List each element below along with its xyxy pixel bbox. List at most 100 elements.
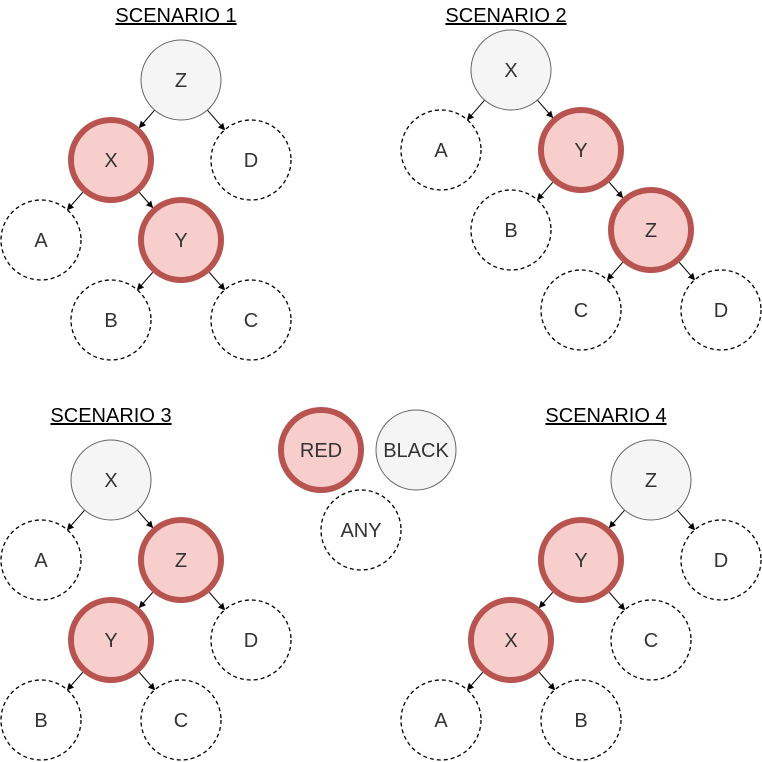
scenario-3-node-z-circle [138, 517, 224, 603]
scenario-2-node-y: Y [538, 107, 624, 193]
legend-red-node [278, 407, 364, 493]
scenario-1-node-d-circle [210, 119, 292, 201]
scenario-1-edge-y-b [136, 272, 154, 291]
scenario-3-node-b-circle [0, 679, 82, 761]
scenario-1-edge-y-c [208, 272, 226, 291]
scenario-2-edge-x-y [536, 99, 554, 119]
scenario-4-node-c: C [610, 599, 692, 681]
scenario-3-node-x-label: X [104, 470, 117, 492]
scenario-3-edge-y-c [138, 672, 156, 691]
scenario-1-node-x: X [68, 117, 154, 203]
scenario-2-node-d-circle [680, 269, 762, 351]
scenario-4-edge-z-d [676, 509, 696, 531]
scenario-2-node-a-label: A [434, 140, 448, 162]
scenario-4-edge-z-y [608, 509, 626, 529]
scenario-3-node-z: Z [138, 517, 224, 603]
scenario-1-node-y: Y [138, 197, 224, 283]
scenario-3-edge-z-y [138, 592, 154, 609]
scenario-3-node-x: X [70, 439, 152, 521]
scenario-3-node-b: B [0, 679, 82, 761]
legend: RED BLACK ANY [278, 407, 457, 571]
scenario-4-node-d: D [680, 519, 762, 601]
scenario-1-node-z-circle [140, 39, 222, 121]
scenario-1-node-x-label: X [104, 150, 117, 172]
legend-red: RED [278, 407, 364, 493]
scenario-2-edge-x-a [466, 99, 486, 121]
scenario-3-node-c: C [140, 679, 222, 761]
legend-any-label: ANY [340, 520, 381, 542]
scenario-1-edge-z-d [206, 109, 226, 131]
scenario-4-node-d-label: D [714, 550, 728, 572]
scenario-1-node-c-circle [210, 279, 292, 361]
scenario-1-node-y-circle [138, 197, 224, 283]
scenario-3-edge-x-z [136, 509, 154, 529]
scenario-2-node-z-circle [608, 187, 694, 273]
scenario-1-node-x-circle [68, 117, 154, 203]
scenario-4-edge-y-c [608, 592, 626, 611]
scenario-2-node-y-circle [538, 107, 624, 193]
scenario-2-node-a-circle [400, 109, 482, 191]
scenario-3-node-a: A [0, 519, 82, 601]
scenario-3-node-b-label: B [34, 710, 47, 732]
scenario-2-node-x-label: X [504, 60, 517, 82]
scenario-4-node-a-circle [400, 679, 482, 761]
scenario-1-title: SCENARIO 1 [115, 5, 236, 27]
scenario-3-node-c-circle [140, 679, 222, 761]
scenario-4-node-z-label: Z [645, 470, 657, 492]
scenario-2-node-x: X [470, 29, 552, 111]
scenario-4-node-x: X [468, 597, 554, 683]
scenario-2-node-b: B [470, 189, 552, 271]
scenario-4-node-z-circle [610, 439, 692, 521]
scenario-1-node-b-circle [70, 279, 152, 361]
scenario-1-edge-x-y [138, 192, 154, 209]
scenario-1-edge-z-x [138, 109, 156, 129]
legend-any: ANY [320, 489, 402, 571]
scenario-4-edge-x-b [538, 672, 556, 691]
legend-red-label: RED [300, 440, 342, 462]
scenario-1-node-b: B [70, 279, 152, 361]
scenario-2-node-c-label: C [574, 300, 588, 322]
scenario-2-edge-y-b [536, 182, 554, 201]
scenario-3-node-z-label: Z [175, 550, 187, 572]
scenario-3-edge-z-d [208, 592, 226, 611]
scenario-1-edge-x-a [66, 192, 84, 211]
scenario-3-node-c-label: C [174, 710, 188, 732]
scenario-4-node-a-label: A [434, 710, 448, 732]
scenario-2-node-z: Z [608, 187, 694, 273]
scenario-2-node-b-circle [470, 189, 552, 271]
scenario-2-node-a: A [400, 109, 482, 191]
scenario-4-node-x-label: X [504, 630, 517, 652]
legend-black-label: BLACK [383, 440, 449, 462]
scenario-1-node-a-label: A [34, 230, 48, 252]
legend-black: BLACK [375, 409, 457, 491]
scenario-2-node-b-label: B [504, 220, 517, 242]
scenario-2-node-c-circle [540, 269, 622, 351]
scenario-3-edge-y-b [66, 672, 84, 691]
scenario-1-node-z: Z [140, 39, 222, 121]
scenario-4-edge-y-x [538, 592, 554, 609]
scenario-1-node-z-label: Z [175, 70, 187, 92]
scenario-4-node-a: A [400, 679, 482, 761]
scenario-2-node-d-label: D [714, 300, 728, 322]
scenario-2-edge-z-c [606, 262, 624, 281]
scenario-4-node-y-label: Y [574, 550, 587, 572]
scenario-3-node-d-circle [210, 599, 292, 681]
scenario-1-node-a-circle [0, 199, 82, 281]
scenario-4-node-z: Z [610, 439, 692, 521]
scenario-4-node-x-circle [468, 597, 554, 683]
scenario-2-node-y-label: Y [574, 140, 587, 162]
scenario-4-node-d-circle [680, 519, 762, 601]
scenario-1-node-d: D [210, 119, 292, 201]
scenario-1-node-c: C [210, 279, 292, 361]
nodes-layer: Z X D A Y B C X A Y B Z C D X A Z Y D B C Z Y D X C A B [0, 29, 762, 761]
scenario-3-node-a-circle [0, 519, 82, 601]
scenario-1-node-a: A [0, 199, 82, 281]
scenario-4-node-c-label: C [644, 630, 658, 652]
scenario-2-node-c: C [540, 269, 622, 351]
legend-black-node [375, 409, 457, 491]
scenario-4-node-y-circle [538, 517, 624, 603]
scenario-1-node-y-label: Y [174, 230, 187, 252]
scenario-2-node-d: D [680, 269, 762, 351]
scenario-2-node-z-label: Z [645, 220, 657, 242]
